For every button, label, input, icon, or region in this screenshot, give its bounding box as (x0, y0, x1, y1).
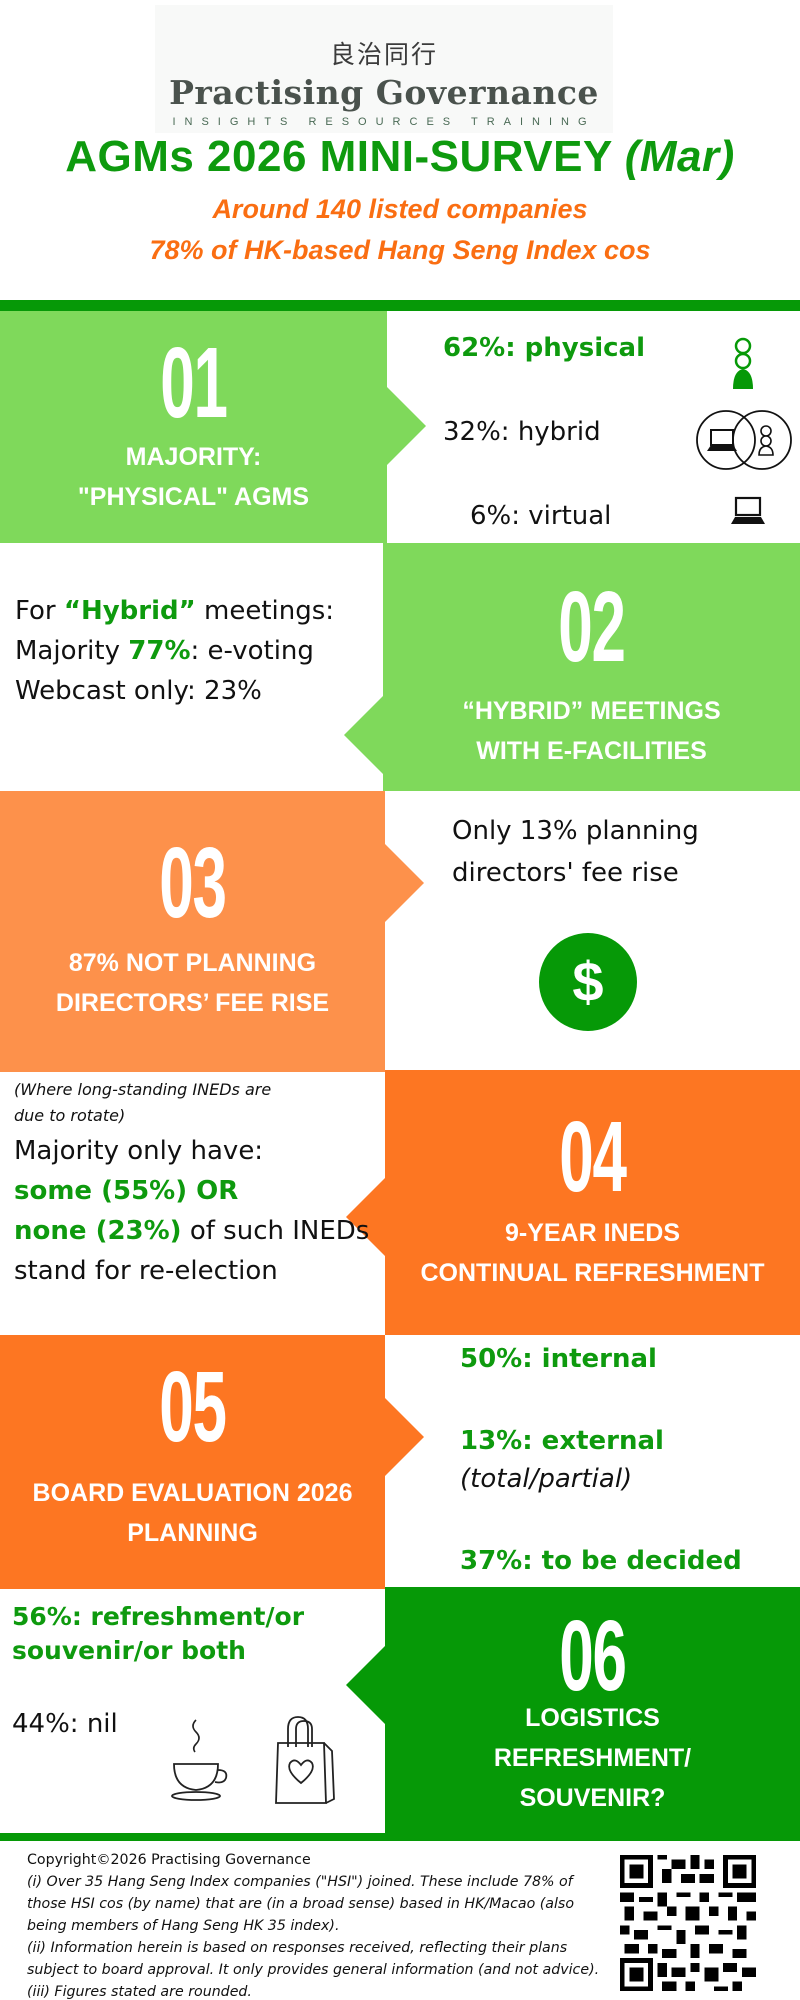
section-number: 03 (159, 827, 227, 939)
pointer-arrow (384, 843, 424, 923)
eval-internal: 50%: internal (460, 1344, 657, 1374)
section-06-panel: 06 LOGISTICS REFRESHMENT/ SOUVENIR? (385, 1590, 800, 1833)
fee-rise-line-2: directors' fee rise (452, 858, 679, 888)
eval-external: 13%: external (460, 1426, 664, 1456)
title-main: AGMs 2026 MINI-SURVEY (65, 132, 625, 181)
section-04-panel: 04 9-YEAR INEDS CONTINUAL REFRESHMENT (385, 1073, 800, 1335)
divider-bar (0, 300, 800, 311)
section-caption-2: REFRESHMENT/ (493, 1744, 692, 1772)
footnote-2: (ii) Information herein is based on resp… (27, 1940, 600, 2000)
hybrid-line-1: For “Hybrid” meetings: (15, 596, 335, 626)
logistics-nil: 44%: nil (12, 1709, 118, 1739)
fee-rise-line-1: Only 13% planning (452, 816, 699, 846)
eval-external-note: (total/partial) (460, 1464, 633, 1494)
section-02-panel: 02 “HYBRID” MEETINGS WITH E-FACILITIES (383, 543, 800, 791)
section-caption-1: BOARD EVALUATION 2026 (32, 1479, 353, 1507)
section-03-panel: 03 87% NOT PLANNING DIRECTORS’ FEE RISE (0, 791, 385, 1072)
section-04: 04 9-YEAR INEDS CONTINUAL REFRESHMENT (W… (0, 1073, 800, 1335)
section-caption-2: DIRECTORS’ FEE RISE (55, 989, 330, 1017)
section-number: 02 (558, 571, 626, 683)
pointer-arrow (386, 386, 426, 466)
laptop-icon (731, 496, 765, 524)
stat-virtual: 6%: virtual (470, 501, 612, 531)
ined-note-1: (Where long-standing INEDs are (14, 1080, 272, 1099)
ined-line-4: stand for re-election (14, 1256, 278, 1286)
logistics-line-2: souvenir/or both (12, 1636, 246, 1665)
pointer-arrow (384, 1397, 424, 1477)
ined-note-2: due to rotate) (14, 1106, 126, 1125)
dollar-coin-icon: $ (539, 933, 637, 1031)
stat-hybrid: 32%: hybrid (443, 417, 601, 447)
section-caption-1: LOGISTICS (525, 1704, 660, 1732)
footer-notes: Copyright©2026 Practising Governance (i)… (27, 1849, 607, 2000)
divider (385, 1587, 800, 1590)
section-02: 02 “HYBRID” MEETINGS WITH E-FACILITIES F… (0, 543, 800, 791)
header: 良治同行 Practising Governance INSIGHTS RESO… (0, 0, 800, 300)
subtitle-hsi: 78% of HK-based Hang Seng Index cos (149, 235, 651, 265)
subtitle-companies: Around 140 listed companies (212, 194, 588, 224)
person-group-icon (733, 337, 753, 389)
section-05: 05 BOARD EVALUATION 2026 PLANNING 50%: i… (0, 1335, 800, 1589)
section-caption-2: WITH E-FACILITIES (476, 737, 707, 765)
section-caption-1: MAJORITY: (125, 443, 262, 471)
section-01-panel: 01 MAJORITY: "PHYSICAL" AGMS (0, 311, 387, 543)
section-caption-2: PLANNING (127, 1519, 258, 1547)
footnote-1: (i) Over 35 Hang Seng Index companies ("… (27, 1874, 575, 1934)
ined-line-3: none (23%) of such INEDs (14, 1216, 370, 1246)
footer: Copyright©2026 Practising Governance (i)… (0, 1833, 800, 2000)
section-caption-2: CONTINUAL REFRESHMENT (420, 1259, 765, 1287)
qr-code[interactable] (620, 1855, 756, 1991)
coffee-cup-icon (171, 1719, 228, 1801)
logo-english: Practising Governance (169, 73, 599, 112)
title-month: (Mar) (624, 132, 735, 181)
hybrid-line-3: Webcast only: 23% (15, 676, 262, 706)
section-caption-2: "PHYSICAL" AGMS (77, 483, 310, 511)
hybrid-line-2: Majority 77%: e-voting (15, 636, 314, 666)
gift-bag-icon (275, 1716, 335, 1804)
section-number: 01 (160, 327, 228, 439)
section-caption-1: 9-YEAR INEDS (504, 1219, 681, 1247)
section-01: 01 MAJORITY: "PHYSICAL" AGMS 62%: physic… (0, 311, 800, 543)
logo-chinese: 良治同行 (329, 40, 438, 69)
eval-tbd: 37%: to be decided (460, 1546, 742, 1576)
ined-line-2: some (55%) OR (14, 1176, 239, 1206)
pointer-arrow (346, 1645, 386, 1725)
section-caption-1: “HYBRID” MEETINGS (462, 697, 721, 725)
section-caption-3: SOUVENIR? (519, 1784, 666, 1812)
laptop-people-venn-icon (696, 410, 792, 470)
page-title: AGMs 2026 MINI-SURVEY (Mar) (0, 132, 800, 182)
logo: 良治同行 Practising Governance INSIGHTS RESO… (155, 5, 613, 133)
copyright: Copyright©2026 Practising Governance (27, 1852, 311, 1868)
logistics-line-1: 56%: refreshment/or (12, 1602, 305, 1631)
section-caption-1: 87% NOT PLANNING (68, 949, 317, 977)
logo-tagline: INSIGHTS RESOURCES TRAINING (172, 116, 596, 128)
section-number: 06 (559, 1600, 627, 1712)
divider (385, 1070, 800, 1073)
section-number: 05 (159, 1351, 227, 1463)
ined-line-1: Majority only have: (14, 1136, 264, 1166)
section-03: 03 87% NOT PLANNING DIRECTORS’ FEE RISE … (0, 791, 800, 1072)
pointer-arrow (344, 695, 384, 775)
stat-physical: 62%: physical (443, 333, 646, 363)
section-number: 04 (559, 1101, 627, 1213)
section-06: 06 LOGISTICS REFRESHMENT/ SOUVENIR? 56%:… (0, 1590, 800, 1833)
pointer-arrow (346, 1177, 386, 1257)
section-05-panel: 05 BOARD EVALUATION 2026 PLANNING (0, 1335, 385, 1589)
